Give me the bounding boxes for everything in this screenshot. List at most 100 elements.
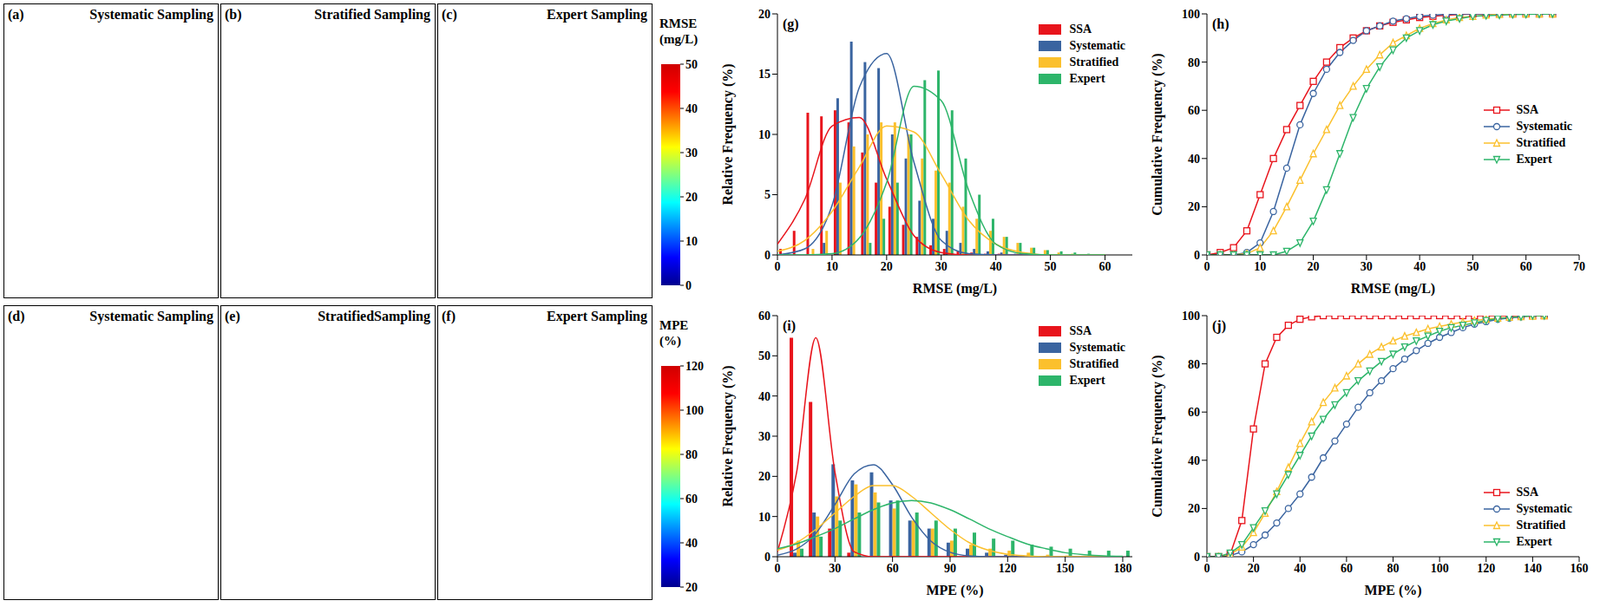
svg-text:40: 40 — [990, 260, 1003, 274]
html-text:(c): (c) — [441, 6, 458, 22]
svg-text:20: 20 — [1247, 562, 1260, 576]
svg-text:100: 100 — [1430, 562, 1450, 576]
svg-text:40: 40 — [685, 537, 698, 551]
svg-text:120: 120 — [685, 360, 704, 374]
svg-text:MPE (%): MPE (%) — [1363, 583, 1422, 599]
html-text:Systematic Sampling: Systematic Sampling — [89, 6, 214, 22]
html-text:Systematic: Systematic — [1069, 38, 1126, 52]
html-text:(h): (h) — [1212, 16, 1230, 32]
svg-text:70: 70 — [1573, 260, 1586, 274]
html-text:(i): (i) — [782, 318, 796, 334]
svg-text:100: 100 — [1181, 7, 1200, 21]
html-text:Expert Sampling: Expert Sampling — [546, 308, 648, 324]
svg-text:Relative Frequency (%): Relative Frequency (%) — [720, 63, 736, 205]
html-text:(d): (d) — [7, 308, 25, 324]
svg-text:120: 120 — [1476, 562, 1496, 576]
svg-text:20: 20 — [758, 7, 771, 21]
svg-text:50: 50 — [685, 58, 698, 72]
svg-text:0: 0 — [1204, 562, 1211, 576]
svg-text:10: 10 — [685, 235, 698, 249]
svg-text:20: 20 — [685, 581, 698, 595]
html-text:Systematic Sampling: Systematic Sampling — [89, 308, 214, 324]
svg-text:0: 0 — [1193, 249, 1200, 263]
svg-text:60: 60 — [1340, 562, 1353, 576]
svg-text:0: 0 — [1193, 550, 1200, 564]
svg-text:Cumulative Frequency (%): Cumulative Frequency (%) — [1149, 354, 1166, 518]
html-text:Expert Sampling: Expert Sampling — [546, 6, 648, 22]
svg-text:140: 140 — [1523, 562, 1542, 576]
svg-text:30: 30 — [685, 146, 698, 160]
svg-text:20: 20 — [1187, 200, 1200, 214]
svg-text:40: 40 — [758, 390, 771, 404]
svg-text:0: 0 — [764, 550, 771, 564]
html-text:SSA: SSA — [1069, 324, 1092, 338]
svg-text:0: 0 — [774, 260, 781, 274]
svg-text:RMSE: RMSE — [659, 16, 697, 31]
svg-text:5: 5 — [764, 188, 771, 202]
svg-text:120: 120 — [998, 562, 1017, 576]
svg-text:0: 0 — [774, 562, 781, 576]
svg-text:15: 15 — [758, 67, 771, 81]
svg-text:60: 60 — [1187, 406, 1200, 420]
svg-text:MPE (%): MPE (%) — [925, 583, 984, 599]
svg-text:(%): (%) — [659, 334, 682, 349]
svg-text:100: 100 — [685, 404, 704, 418]
svg-text:100: 100 — [1181, 309, 1200, 323]
html-text:(e): (e) — [224, 308, 241, 324]
html-text:Expert: Expert — [1069, 71, 1106, 85]
svg-text:180: 180 — [1113, 562, 1132, 576]
svg-text:80: 80 — [1187, 56, 1200, 70]
html-text:(a): (a) — [7, 6, 25, 22]
html-text:(j): (j) — [1212, 318, 1227, 334]
svg-text:RMSE (mg/L): RMSE (mg/L) — [912, 281, 997, 297]
svg-text:10: 10 — [758, 511, 771, 525]
svg-text:50: 50 — [1466, 260, 1479, 274]
svg-text:30: 30 — [758, 430, 771, 444]
svg-text:40: 40 — [1413, 260, 1426, 274]
svg-text:30: 30 — [1360, 260, 1373, 274]
svg-text:20: 20 — [758, 470, 771, 484]
svg-text:60: 60 — [1099, 260, 1112, 274]
svg-text:10: 10 — [758, 128, 771, 142]
svg-text:30: 30 — [935, 260, 948, 274]
svg-text:40: 40 — [1187, 454, 1200, 468]
svg-text:60: 60 — [1187, 104, 1200, 118]
html-text:(f): (f) — [441, 308, 456, 324]
svg-text:80: 80 — [1187, 358, 1200, 372]
svg-text:40: 40 — [1293, 562, 1306, 576]
svg-text:10: 10 — [1253, 260, 1266, 274]
html-text:Stratified: Stratified — [1069, 55, 1119, 69]
svg-text:60: 60 — [758, 309, 771, 323]
svg-text:40: 40 — [1187, 152, 1200, 166]
svg-text:(mg/L): (mg/L) — [659, 32, 698, 47]
svg-text:Relative Frequency (%): Relative Frequency (%) — [720, 365, 736, 507]
html-text:(b): (b) — [224, 6, 242, 22]
html-text:SSA: SSA — [1069, 22, 1092, 36]
svg-text:160: 160 — [1570, 562, 1589, 576]
svg-text:0: 0 — [764, 249, 771, 263]
svg-text:0: 0 — [685, 279, 692, 293]
svg-text:0: 0 — [1204, 260, 1211, 274]
svg-text:60: 60 — [685, 492, 698, 506]
svg-text:Cumulative Frequency (%): Cumulative Frequency (%) — [1149, 52, 1166, 216]
svg-text:30: 30 — [828, 562, 841, 576]
svg-text:150: 150 — [1055, 562, 1075, 576]
svg-text:10: 10 — [826, 260, 839, 274]
svg-text:80: 80 — [685, 448, 698, 462]
svg-text:20: 20 — [880, 260, 893, 274]
svg-text:20: 20 — [685, 190, 698, 204]
svg-text:40: 40 — [685, 102, 698, 116]
svg-text:90: 90 — [944, 562, 957, 576]
html-text:StratifiedSampling: StratifiedSampling — [317, 308, 431, 324]
html-text:(g): (g) — [782, 16, 799, 32]
svg-text:60: 60 — [1520, 260, 1533, 274]
svg-text:80: 80 — [1387, 562, 1400, 576]
svg-text:60: 60 — [886, 562, 899, 576]
svg-text:50: 50 — [758, 349, 771, 363]
svg-text:RMSE (mg/L): RMSE (mg/L) — [1350, 281, 1436, 297]
html-text:Stratified Sampling: Stratified Sampling — [314, 6, 431, 22]
svg-text:MPE: MPE — [659, 318, 689, 333]
svg-text:20: 20 — [1307, 260, 1320, 274]
svg-text:20: 20 — [1187, 502, 1200, 516]
svg-text:50: 50 — [1044, 260, 1057, 274]
